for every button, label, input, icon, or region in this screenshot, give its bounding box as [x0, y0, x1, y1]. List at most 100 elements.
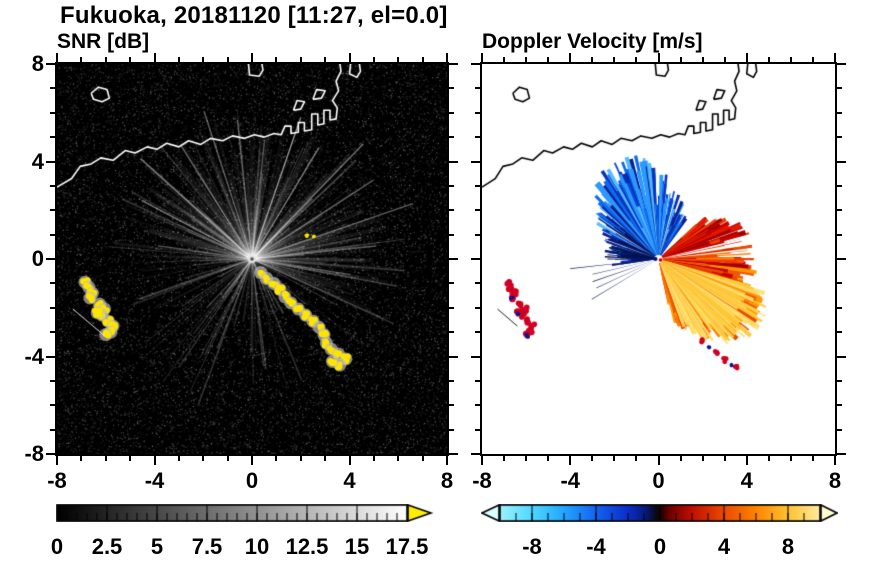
doppler-axis-tick [569, 53, 572, 62]
snr-axis-tick [421, 57, 424, 62]
doppler-axis-tick [837, 63, 846, 65]
doppler-axis-tick [837, 282, 842, 285]
snr-axis-tick [275, 456, 278, 461]
snr-axis-tick [449, 63, 458, 65]
doppler-axis-tick [837, 233, 842, 236]
snr-axis-tick [50, 209, 55, 212]
snr-panel-title: SNR [dB] [57, 30, 150, 53]
doppler-axis-tick [745, 456, 748, 465]
snr-axis-tick [251, 456, 253, 465]
snr-axis-tick [50, 136, 55, 139]
snr-axis-tick [299, 456, 302, 461]
doppler-xtick-label: 8 [828, 468, 842, 493]
doppler-axis-tick [475, 111, 480, 114]
doppler-axis-tick [837, 111, 842, 114]
doppler-axis-tick [837, 453, 846, 455]
snr-axis-tick [299, 57, 302, 62]
doppler-axis-tick [789, 456, 792, 461]
snr-axis-tick [46, 63, 55, 65]
snr-axis-tick [449, 87, 454, 90]
doppler-axis-tick [475, 184, 480, 187]
snr-axis-tick [46, 160, 55, 163]
doppler-axis-tick [837, 428, 842, 431]
snr-axis-tick [50, 233, 55, 236]
snr-axis-tick [50, 306, 55, 309]
snr-colorbar-label: 5 [150, 534, 164, 559]
snr-axis-tick [449, 453, 458, 455]
snr-ytick-label: -4 [24, 343, 44, 369]
doppler-axis-tick [837, 87, 842, 90]
snr-axis-tick [226, 456, 229, 461]
snr-axis-tick [421, 456, 424, 461]
snr-colorbar-label: 12.5 [285, 534, 329, 559]
doppler-axis-tick [481, 53, 483, 62]
doppler-colorbar-label: -4 [586, 534, 606, 559]
doppler-axis-tick [679, 456, 682, 461]
snr-axis-tick [324, 57, 327, 62]
doppler-axis-tick [475, 233, 480, 236]
snr-axis-tick [348, 53, 351, 62]
snr-ytick-label: 0 [31, 246, 44, 271]
doppler-axis-tick [471, 63, 480, 65]
snr-axis-tick [46, 355, 55, 358]
snr-axis-tick [449, 160, 458, 163]
snr-ytick-label: -8 [24, 441, 44, 466]
snr-axis-tick [449, 136, 454, 139]
snr-axis-tick [449, 306, 454, 309]
snr-axis-tick [449, 184, 454, 187]
doppler-axis-tick [471, 355, 480, 358]
snr-axis-tick [153, 456, 156, 465]
doppler-axis-tick [837, 404, 842, 407]
snr-axis-tick [56, 456, 58, 465]
doppler-axis-tick [503, 57, 506, 62]
snr-colorbar-label: 2.5 [91, 534, 123, 559]
snr-axis-tick [397, 456, 400, 461]
snr-xtick-label: 8 [440, 468, 454, 493]
doppler-axis-tick [837, 331, 842, 334]
snr-axis-tick [446, 53, 448, 62]
snr-axis-tick [449, 282, 454, 285]
doppler-panel-title: Doppler Velocity [m/s] [482, 30, 703, 53]
snr-axis-tick [449, 209, 454, 212]
doppler-colorbar-label: -8 [522, 534, 542, 559]
snr-radar-image [57, 64, 447, 454]
snr-axis-tick [153, 53, 156, 62]
doppler-axis-tick [591, 456, 594, 461]
doppler-axis-tick [635, 456, 638, 461]
snr-axis-tick [226, 57, 229, 62]
snr-axis-tick [50, 428, 55, 431]
snr-axis-tick [446, 456, 448, 465]
doppler-axis-tick [837, 258, 846, 260]
doppler-plot-frame [480, 62, 837, 456]
snr-axis-tick [104, 456, 107, 461]
doppler-radar-image [482, 64, 835, 454]
doppler-axis-tick [471, 258, 480, 260]
snr-axis-tick [50, 331, 55, 334]
snr-colorbar-label: 0 [50, 534, 64, 559]
doppler-axis-tick [475, 282, 480, 285]
doppler-axis-tick [475, 331, 480, 334]
doppler-axis-tick [657, 53, 660, 62]
snr-axis-tick [449, 233, 454, 236]
snr-axis-tick [324, 456, 327, 461]
doppler-axis-tick [525, 57, 528, 62]
snr-axis-tick [449, 111, 454, 114]
snr-colorbar-label: 7.5 [191, 534, 223, 559]
doppler-axis-tick [789, 57, 792, 62]
doppler-axis-tick [837, 160, 846, 163]
snr-axis-tick [449, 331, 454, 334]
doppler-axis-tick [723, 57, 726, 62]
doppler-axis-tick [837, 355, 846, 358]
doppler-axis-tick [475, 87, 480, 90]
doppler-axis-tick [837, 136, 842, 139]
doppler-axis-tick [475, 136, 480, 139]
doppler-axis-tick [834, 456, 836, 465]
snr-axis-tick [50, 379, 55, 382]
snr-axis-tick [80, 57, 83, 62]
snr-axis-tick [449, 258, 458, 260]
snr-axis-tick [50, 184, 55, 187]
doppler-axis-tick [701, 456, 704, 461]
snr-xtick-label: -8 [47, 468, 67, 493]
snr-axis-tick [202, 456, 205, 461]
doppler-colorbar-label: 4 [717, 534, 731, 559]
